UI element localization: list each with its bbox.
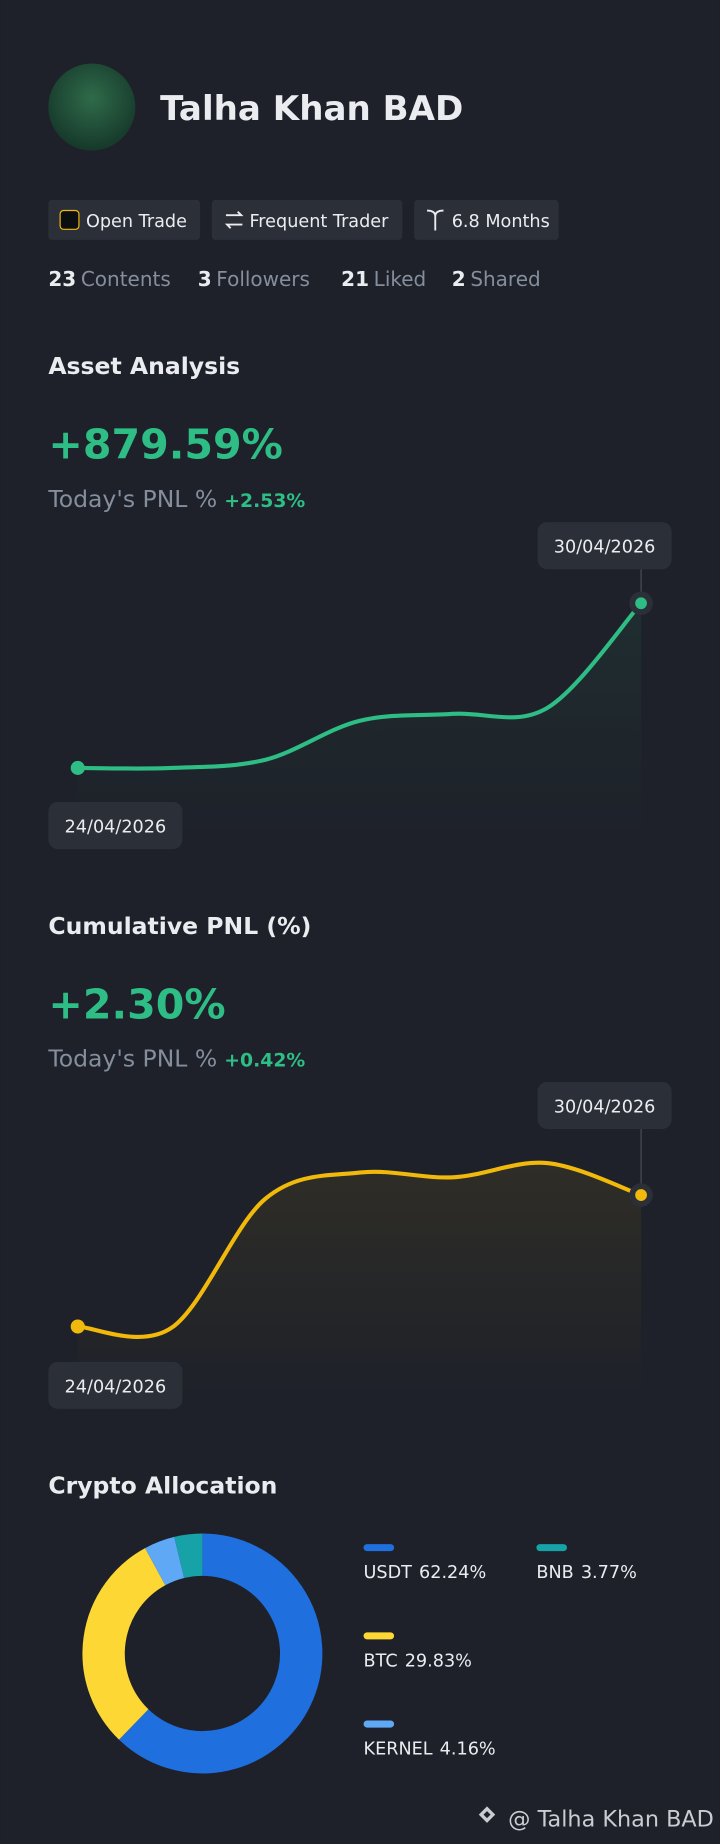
tag-label: 6.8 Months bbox=[452, 212, 550, 232]
legend-name: USDT bbox=[364, 1563, 413, 1583]
today-pnl: Today's PNL % +2.53% bbox=[47, 485, 305, 513]
today-value: +0.42% bbox=[224, 1051, 305, 1072]
tag-label: Open Trade bbox=[86, 212, 187, 232]
legend-value: 4.16% bbox=[440, 1740, 496, 1760]
donut-slice bbox=[119, 1533, 323, 1774]
date-label: 30/04/2026 bbox=[554, 538, 656, 558]
tag-icon bbox=[224, 211, 244, 229]
legend-name: BNB bbox=[536, 1563, 573, 1583]
tag bbox=[48, 199, 201, 240]
point bbox=[635, 1189, 647, 1201]
donut-slice bbox=[145, 1536, 185, 1586]
today-value: +2.53% bbox=[224, 491, 305, 512]
stat-count: 23 bbox=[48, 267, 76, 291]
legend-swatch bbox=[363, 1720, 395, 1728]
legend-value: 3.77% bbox=[581, 1563, 637, 1583]
section-title: Asset Analysis bbox=[48, 352, 240, 380]
area bbox=[77, 603, 642, 835]
avatar[interactable] bbox=[48, 63, 136, 151]
line bbox=[75, 601, 644, 771]
date-label: 30/04/2026 bbox=[554, 1098, 656, 1118]
date-bubble bbox=[48, 802, 183, 850]
date-bubble bbox=[537, 522, 672, 570]
legend-name: BTC bbox=[364, 1651, 398, 1671]
legend-value: 29.83% bbox=[405, 1651, 472, 1671]
area bbox=[77, 1162, 642, 1395]
legend-entry: USDT 62.24% bbox=[364, 1563, 487, 1583]
legend-value: 62.24% bbox=[419, 1563, 486, 1583]
today-label: Today's PNL % bbox=[47, 485, 217, 513]
stat[interactable]: 21 Liked bbox=[341, 267, 426, 291]
today-pnl: Today's PNL % +0.42% bbox=[47, 1045, 305, 1073]
point bbox=[635, 597, 647, 610]
watermark: @ Talha Khan BAD bbox=[508, 1806, 714, 1832]
tag-icon bbox=[427, 209, 444, 231]
stat-count: 21 bbox=[341, 267, 369, 291]
point bbox=[70, 760, 85, 775]
legend-entry: BTC 29.83% bbox=[364, 1651, 472, 1671]
donut-slice bbox=[174, 1533, 204, 1579]
date-label: 24/04/2026 bbox=[65, 1377, 167, 1397]
tag-icon bbox=[59, 209, 80, 230]
date-label: 24/04/2026 bbox=[65, 818, 167, 838]
stat[interactable]: 3 Followers bbox=[198, 267, 310, 291]
stat[interactable]: 2 Shared bbox=[452, 267, 541, 291]
legend-swatch bbox=[536, 1544, 567, 1552]
headline-value: +879.59% bbox=[48, 421, 283, 469]
stat-label: Liked bbox=[374, 267, 427, 291]
stat-label: Contents bbox=[81, 267, 171, 291]
today-label: Today's PNL % bbox=[47, 1045, 217, 1073]
stat[interactable]: 23 Contents bbox=[48, 267, 170, 291]
legend-entry: BNB 3.77% bbox=[536, 1563, 636, 1583]
logo bbox=[478, 1806, 496, 1823]
tag bbox=[414, 199, 559, 240]
user-name: Talha Khan BAD bbox=[160, 89, 463, 129]
date-bubble bbox=[48, 1361, 183, 1409]
stat-count: 2 bbox=[452, 267, 466, 291]
tag-label: Frequent Trader bbox=[249, 212, 389, 232]
stat-label: Followers bbox=[216, 267, 310, 291]
legend-swatch bbox=[363, 1544, 395, 1552]
date-bubble bbox=[537, 1081, 672, 1129]
line bbox=[75, 1160, 644, 1339]
section-title: Cumulative PNL (%) bbox=[48, 912, 311, 940]
section-title: Crypto Allocation bbox=[48, 1472, 277, 1500]
tag bbox=[211, 199, 403, 240]
legend-entry: KERNEL 4.16% bbox=[364, 1740, 496, 1760]
legend-name: KERNEL bbox=[364, 1740, 433, 1760]
stat-count: 3 bbox=[198, 267, 212, 291]
legend-swatch bbox=[363, 1632, 395, 1640]
stat-label: Shared bbox=[470, 267, 540, 291]
point bbox=[70, 1319, 85, 1334]
headline-value: +2.30% bbox=[48, 980, 225, 1028]
donut-slice bbox=[82, 1548, 166, 1740]
